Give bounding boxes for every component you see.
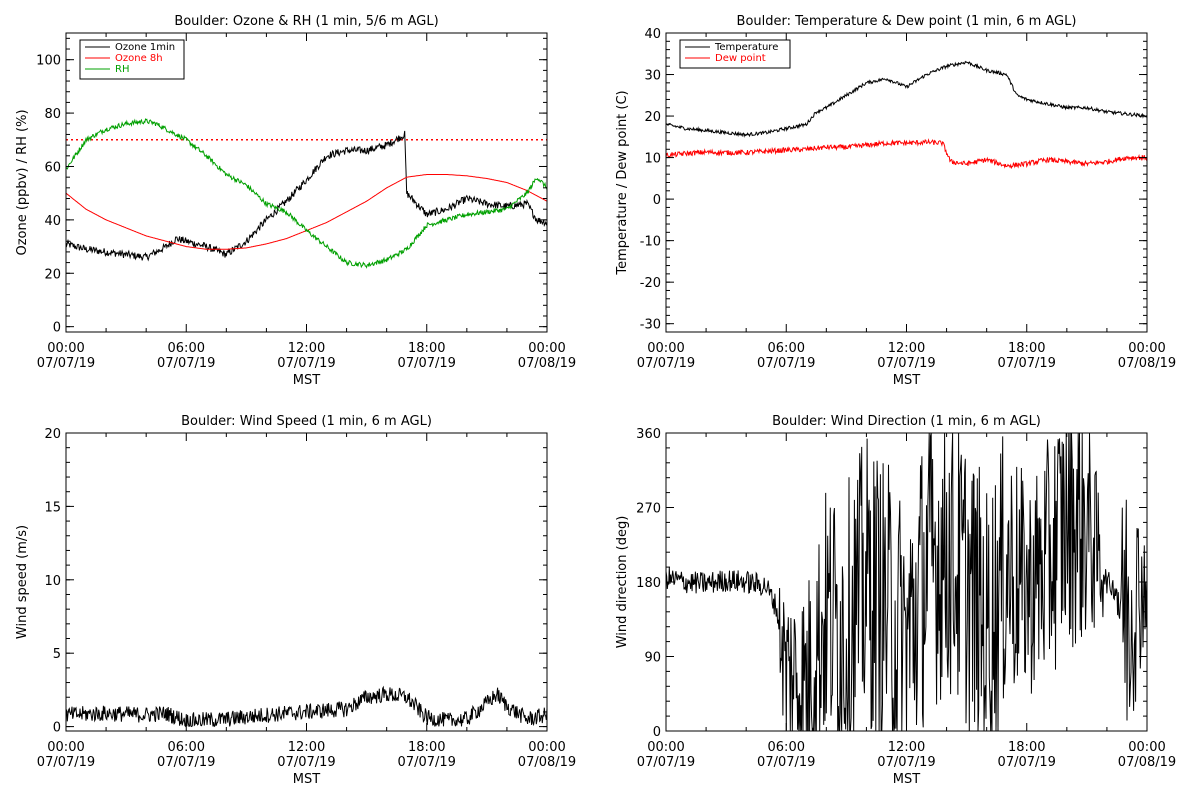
x-tick-label: 06:00 [768, 341, 805, 356]
series-group [66, 685, 547, 728]
y-axis-label: Wind direction (deg) [615, 516, 630, 649]
x-tick-date: 07/07/19 [877, 356, 935, 371]
x-tick-label: 00:00 [528, 740, 565, 755]
x-tick-date: 07/07/19 [277, 356, 335, 371]
x-tick-label: 18:00 [408, 740, 445, 755]
y-tick-label: 20 [44, 427, 61, 442]
x-tick-date: 07/07/19 [277, 755, 335, 770]
x-tick-date: 07/08/19 [518, 755, 576, 770]
chart-title: Boulder: Temperature & Dew point (1 min,… [737, 14, 1077, 29]
series-group [666, 60, 1147, 170]
y-tick-label: 40 [44, 214, 61, 229]
y-tick-label: 90 [644, 651, 661, 666]
x-tick-date: 07/07/19 [637, 356, 695, 371]
x-tick-date: 07/07/19 [998, 755, 1056, 770]
x-tick-label: 00:00 [647, 740, 684, 755]
x-axis-label: MST [893, 373, 920, 388]
x-axis-label: MST [293, 772, 320, 787]
legend-label: RH [115, 64, 129, 75]
x-tick-date: 07/07/19 [37, 356, 95, 371]
y-tick-label: -20 [640, 276, 661, 291]
series-line-dew-point [666, 138, 1147, 170]
legend-label: Dew point [715, 53, 766, 64]
x-axis-label: MST [893, 772, 920, 787]
x-tick-date: 07/07/19 [637, 755, 695, 770]
series-group [66, 118, 547, 269]
y-tick-label: -30 [640, 318, 661, 333]
x-tick-date: 07/07/19 [37, 755, 95, 770]
x-tick-label: 06:00 [168, 341, 205, 356]
x-tick-label: 12:00 [288, 740, 325, 755]
y-axis-label: Ozone (ppbv) / RH (%) [15, 109, 30, 255]
series-line-ozone-1min [66, 130, 547, 262]
y-tick-label: 360 [636, 427, 661, 442]
legend-box [679, 39, 791, 69]
y-tick-label: 60 [44, 160, 61, 175]
y-tick-label: 180 [636, 576, 661, 591]
x-tick-label: 18:00 [1008, 341, 1045, 356]
x-tick-label: 18:00 [1008, 740, 1045, 755]
legend-label: Ozone 1min [115, 42, 175, 53]
x-tick-label: 12:00 [288, 341, 325, 356]
y-tick-label: 10 [44, 574, 61, 589]
y-tick-label: 20 [644, 110, 661, 125]
temperature-dewpoint-panel: Boulder: Temperature & Dew point (1 min,… [615, 14, 1176, 388]
y-axis-label: Temperature / Dew point (C) [615, 90, 630, 275]
y-tick-label: 10 [644, 152, 661, 167]
x-tick-label: 12:00 [888, 740, 925, 755]
wind-direction-panel: Boulder: Wind Direction (1 min, 6 m AGL)… [615, 414, 1176, 787]
x-tick-label: 00:00 [47, 341, 84, 356]
x-tick-date: 07/08/19 [1118, 755, 1176, 770]
x-axis-label: MST [293, 373, 320, 388]
y-tick-label: -10 [640, 235, 661, 250]
x-tick-date: 07/07/19 [157, 356, 215, 371]
x-tick-label: 00:00 [528, 341, 565, 356]
x-tick-date: 07/07/19 [757, 356, 815, 371]
x-tick-date: 07/07/19 [398, 356, 456, 371]
x-tick-date: 07/08/19 [518, 356, 576, 371]
series-group [666, 433, 1147, 731]
x-tick-date: 07/07/19 [398, 755, 456, 770]
y-tick-label: 40 [644, 27, 661, 42]
y-tick-label: 0 [53, 321, 61, 336]
chart-title: Boulder: Wind Speed (1 min, 6 m AGL) [181, 414, 432, 429]
y-tick-label: 5 [53, 647, 61, 662]
x-tick-label: 18:00 [408, 341, 445, 356]
chart-title: Boulder: Ozone & RH (1 min, 5/6 m AGL) [174, 14, 438, 29]
x-tick-label: 00:00 [1128, 341, 1165, 356]
y-tick-label: 0 [53, 721, 61, 736]
y-tick-label: 15 [44, 500, 61, 515]
x-tick-label: 00:00 [47, 740, 84, 755]
series-line-rh [66, 118, 547, 269]
y-tick-label: 270 [636, 502, 661, 517]
y-axis-label: Wind speed (m/s) [15, 525, 30, 639]
y-tick-label: 80 [44, 107, 61, 122]
y-tick-label: 0 [653, 193, 661, 208]
y-tick-label: 30 [644, 69, 661, 84]
series-line-series-0 [666, 433, 1147, 731]
x-tick-label: 06:00 [768, 740, 805, 755]
x-tick-date: 07/07/19 [877, 755, 935, 770]
wind-speed-panel: Boulder: Wind Speed (1 min, 6 m AGL) 0 5 10… [15, 414, 576, 787]
series-line-series-0 [66, 685, 547, 728]
x-tick-date: 07/07/19 [757, 755, 815, 770]
y-tick-label: 20 [44, 267, 61, 282]
series-line-temperature [666, 60, 1147, 138]
chart-panels: Boulder: Ozone & RH (1 min, 5/6 m AGL) 0 2… [15, 14, 1176, 787]
y-tick-label: 0 [653, 725, 661, 740]
x-tick-date: 07/07/19 [157, 755, 215, 770]
x-tick-date: 07/08/19 [1118, 356, 1176, 371]
y-tick-label: 100 [36, 54, 61, 69]
x-tick-label: 12:00 [888, 341, 925, 356]
ozone-rh-panel: Boulder: Ozone & RH (1 min, 5/6 m AGL) 0 2… [15, 14, 576, 388]
chart-title: Boulder: Wind Direction (1 min, 6 m AGL) [772, 414, 1041, 429]
x-tick-date: 07/07/19 [998, 356, 1056, 371]
legend-label: Temperature [714, 42, 778, 53]
legend-label: Ozone 8h [115, 53, 163, 64]
x-tick-label: 06:00 [168, 740, 205, 755]
x-tick-label: 00:00 [647, 341, 684, 356]
x-tick-label: 00:00 [1128, 740, 1165, 755]
